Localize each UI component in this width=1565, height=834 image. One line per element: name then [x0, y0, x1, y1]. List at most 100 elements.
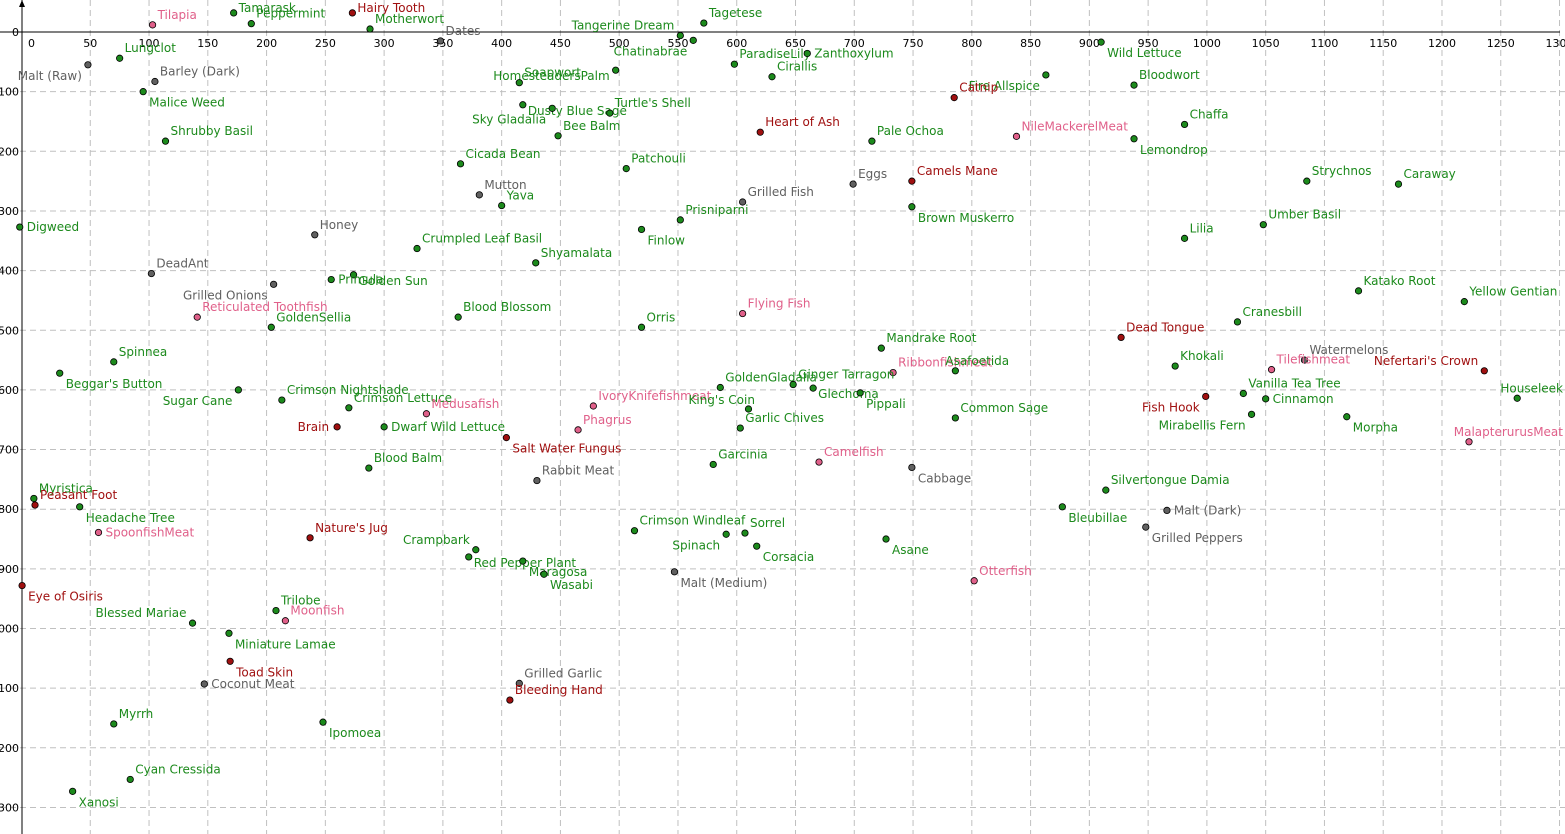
data-point[interactable] [506, 696, 514, 704]
data-point[interactable] [1130, 81, 1138, 89]
data-point[interactable] [200, 680, 208, 688]
data-point[interactable] [533, 476, 541, 485]
data-point[interactable] [147, 269, 155, 278]
data-point[interactable] [1262, 395, 1270, 403]
data-point[interactable] [1163, 506, 1171, 514]
data-point[interactable] [345, 404, 353, 412]
data-point[interactable] [1097, 38, 1105, 46]
data-point[interactable] [676, 31, 684, 40]
data-point[interactable] [689, 36, 697, 44]
data-point[interactable] [333, 423, 341, 431]
data-point[interactable] [278, 396, 286, 404]
data-point[interactable] [16, 223, 24, 231]
data-point[interactable] [1202, 392, 1210, 401]
data-point[interactable] [849, 180, 857, 188]
data-point[interactable] [1394, 180, 1403, 188]
data-point[interactable] [311, 231, 319, 239]
data-point[interactable] [1042, 71, 1050, 79]
data-point[interactable] [84, 61, 92, 69]
data-point[interactable] [700, 19, 708, 27]
data-point[interactable] [247, 20, 255, 28]
data-point[interactable] [908, 463, 916, 472]
data-point[interactable] [31, 501, 39, 509]
data-point[interactable] [281, 617, 289, 625]
data-point[interactable] [30, 494, 38, 503]
data-point[interactable] [319, 718, 327, 726]
data-point[interactable] [951, 414, 959, 422]
data-point[interactable] [349, 271, 358, 279]
data-point[interactable] [380, 423, 388, 431]
data-point[interactable] [126, 775, 134, 784]
data-point[interactable] [589, 402, 597, 410]
data-point[interactable] [234, 386, 242, 394]
data-point[interactable] [110, 720, 118, 728]
data-point[interactable] [1180, 234, 1189, 242]
data-point[interactable] [1117, 333, 1125, 342]
data-point[interactable] [803, 49, 811, 58]
data-point[interactable] [519, 101, 527, 109]
data-point[interactable] [1267, 366, 1276, 374]
data-point[interactable] [856, 389, 864, 397]
data-point[interactable] [753, 542, 761, 550]
data-point[interactable] [1233, 318, 1242, 326]
data-point[interactable] [768, 73, 776, 81]
data-point[interactable] [348, 9, 356, 17]
data-point[interactable] [1300, 356, 1309, 364]
data-point[interactable] [1513, 394, 1521, 402]
data-point[interactable] [554, 132, 562, 140]
data-point[interactable] [366, 25, 374, 33]
data-point[interactable] [868, 137, 876, 145]
data-point[interactable] [456, 160, 465, 168]
data-point[interactable] [76, 503, 84, 511]
data-point[interactable] [413, 244, 421, 253]
data-point[interactable] [327, 275, 335, 284]
data-point[interactable] [637, 323, 646, 331]
data-point[interactable] [1180, 120, 1189, 129]
data-point[interactable] [637, 225, 646, 234]
data-point[interactable] [1130, 135, 1138, 143]
data-point[interactable] [69, 787, 77, 795]
data-point[interactable] [756, 128, 764, 136]
data-point[interactable] [272, 607, 280, 615]
data-point[interactable] [574, 426, 582, 434]
data-point[interactable] [908, 203, 916, 211]
data-point[interactable] [809, 384, 817, 392]
data-point[interactable] [475, 191, 483, 199]
data-point[interactable] [1465, 438, 1473, 446]
data-point[interactable] [1303, 177, 1311, 185]
data-point[interactable] [789, 380, 797, 389]
data-point[interactable] [226, 657, 234, 665]
data-point[interactable] [498, 201, 506, 210]
data-point[interactable] [465, 553, 473, 561]
data-point[interactable] [882, 535, 890, 543]
data-point[interactable] [1142, 523, 1150, 531]
data-point[interactable] [1460, 298, 1468, 306]
data-point[interactable] [225, 629, 233, 637]
data-point[interactable] [877, 344, 885, 352]
data-point[interactable] [502, 434, 510, 442]
data-point[interactable] [193, 313, 201, 321]
data-point[interactable] [515, 679, 523, 687]
data-point[interactable] [365, 464, 373, 472]
data-point[interactable] [622, 164, 630, 173]
data-point[interactable] [422, 410, 431, 418]
data-point[interactable] [515, 79, 523, 87]
data-point[interactable] [1354, 287, 1363, 295]
data-point[interactable] [94, 528, 103, 537]
data-point[interactable] [736, 424, 744, 432]
data-point[interactable] [970, 577, 978, 585]
data-point[interactable] [472, 546, 480, 554]
data-point[interactable] [1058, 503, 1066, 511]
data-point[interactable] [612, 66, 620, 74]
data-point[interactable] [267, 323, 275, 331]
data-point[interactable] [1239, 389, 1247, 398]
data-point[interactable] [670, 568, 679, 576]
data-point[interactable] [18, 581, 26, 590]
data-point[interactable] [730, 60, 738, 68]
data-point[interactable] [908, 177, 916, 185]
data-point[interactable] [1012, 132, 1021, 140]
data-point[interactable] [454, 313, 462, 321]
data-point[interactable] [739, 198, 747, 206]
data-point[interactable] [436, 37, 445, 45]
data-point[interactable] [950, 94, 958, 102]
